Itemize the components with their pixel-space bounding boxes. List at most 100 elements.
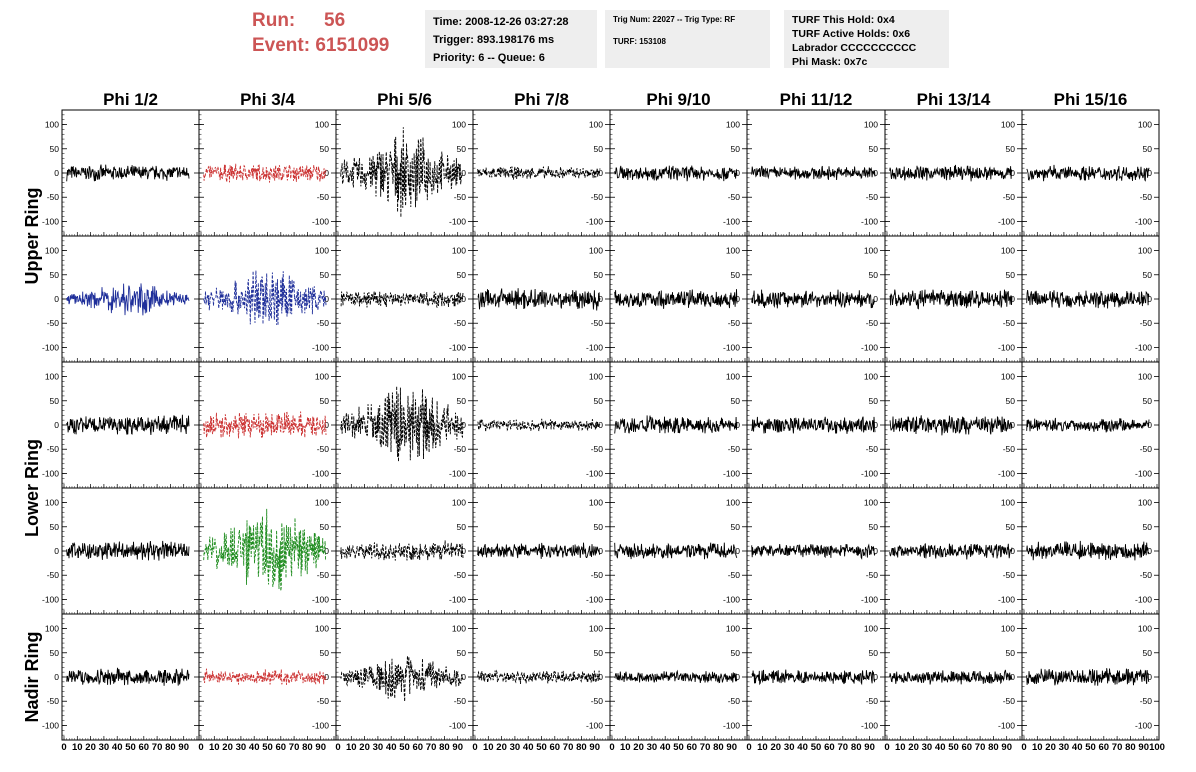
waveform-trace — [889, 543, 1013, 560]
y-tick-label: 50 — [50, 648, 60, 658]
x-tick-label: 80 — [165, 742, 176, 753]
y-tick-label: 50 — [869, 648, 879, 658]
waveform-trace — [751, 669, 876, 686]
waveform-trace — [614, 669, 738, 684]
x-tick-label: 20 — [1045, 742, 1056, 753]
x-tick-label: 70 — [700, 742, 711, 753]
y-tick-label: -100 — [1135, 594, 1152, 604]
x-tick-label: 90 — [1001, 742, 1012, 753]
labrador-text: Labrador CCCCCCCCCC — [792, 42, 917, 54]
trigger-text: Trigger: 893.198176 ms — [433, 34, 555, 46]
y-tick-label: 50 — [1143, 144, 1153, 154]
y-tick-label: 50 — [1143, 648, 1153, 658]
y-tick-label: 0 — [54, 546, 59, 556]
x-tick-label: 0 — [609, 742, 614, 753]
y-tick-label: 0 — [54, 672, 59, 682]
waveform-trace — [66, 667, 190, 686]
x-tick-label: 60 — [824, 742, 835, 753]
y-tick-label: -100 — [998, 468, 1015, 478]
waveform-trace — [1026, 417, 1150, 433]
waveform-trace — [614, 542, 738, 560]
y-tick-label: 50 — [1006, 270, 1016, 280]
waveform-trace — [751, 289, 876, 309]
y-tick-label: 0 — [1147, 546, 1152, 556]
y-tick-label: 100 — [452, 498, 466, 508]
x-tick-label: 90 — [589, 742, 600, 753]
x-tick-label: 20 — [908, 742, 919, 753]
y-tick-label: 0 — [735, 168, 740, 178]
y-tick-label: 50 — [731, 522, 741, 532]
y-tick-label: 50 — [731, 648, 741, 658]
x-tick-label: 80 — [713, 742, 724, 753]
x-tick-label: 0 — [198, 742, 203, 753]
x-tick-label: 80 — [988, 742, 999, 753]
y-tick-label: -50 — [866, 444, 879, 454]
y-tick-label: 0 — [461, 168, 466, 178]
y-tick-label: -50 — [591, 696, 604, 706]
y-tick-label: 0 — [873, 168, 878, 178]
x-tick-label: 50 — [262, 742, 273, 753]
y-tick-label: -50 — [317, 696, 330, 706]
y-tick-label: -50 — [728, 318, 741, 328]
x-tick-label: 60 — [139, 742, 150, 753]
event-label: Event: — [252, 35, 311, 56]
y-tick-label: -100 — [998, 216, 1015, 226]
waveform-trace — [1026, 668, 1150, 686]
run-value: 56 — [324, 10, 346, 31]
waveform-trace — [1026, 164, 1150, 182]
waveform-trace — [477, 669, 601, 685]
x-tick-label: 30 — [784, 742, 795, 753]
y-tick-label: 50 — [1143, 522, 1153, 532]
y-tick-label: 50 — [457, 522, 467, 532]
y-tick-label: 0 — [873, 546, 878, 556]
y-tick-label: 50 — [594, 270, 604, 280]
y-tick-label: 0 — [1147, 294, 1152, 304]
x-tick-label: 80 — [851, 742, 862, 753]
waveform-trace — [203, 411, 327, 439]
y-tick-label: -100 — [449, 342, 466, 352]
y-tick-label: -50 — [591, 570, 604, 580]
y-tick-label: 0 — [735, 294, 740, 304]
y-tick-label: -100 — [1135, 468, 1152, 478]
y-tick-label: -50 — [1140, 696, 1153, 706]
x-tick-label: 30 — [1059, 742, 1070, 753]
y-tick-label: 0 — [598, 672, 603, 682]
x-tick-label: 20 — [222, 742, 233, 753]
waveform-trace — [889, 669, 1013, 685]
y-tick-label: 50 — [869, 144, 879, 154]
y-tick-label: 100 — [1001, 498, 1015, 508]
y-tick-label: 50 — [457, 648, 467, 658]
y-tick-label: 100 — [1001, 246, 1015, 256]
waveform-trace — [203, 270, 327, 326]
waveform-trace — [889, 289, 1013, 310]
y-tick-label: -100 — [42, 594, 59, 604]
x-tick-label: 70 — [1112, 742, 1123, 753]
y-tick-label: -100 — [312, 468, 329, 478]
x-tick-label: 70 — [152, 742, 163, 753]
turf-active-holds: TURF Active Holds: 0x6 — [792, 28, 911, 40]
y-tick-label: 50 — [320, 522, 330, 532]
x-tick-label: 60 — [550, 742, 561, 753]
x-tick-label: 50 — [948, 742, 959, 753]
run-label: Run: — [252, 10, 296, 31]
y-tick-label: -50 — [1140, 444, 1153, 454]
x-tick-label: 60 — [413, 742, 424, 753]
x-tick-label: 10 — [483, 742, 494, 753]
y-tick-label: -50 — [1003, 318, 1016, 328]
x-tick-label: 0 — [335, 742, 340, 753]
x-tick-label: 0 — [746, 742, 751, 753]
y-tick-label: 50 — [731, 396, 741, 406]
x-tick-label: 60 — [276, 742, 287, 753]
x-tick-label: 80 — [576, 742, 587, 753]
y-tick-label: 0 — [598, 294, 603, 304]
x-tick-label: 20 — [771, 742, 782, 753]
time-pane: Time: 2008-12-26 03:27:28 Trigger: 893.1… — [425, 10, 597, 68]
row-label: Upper Ring — [22, 188, 42, 285]
waveform-trace — [340, 540, 464, 561]
x-tick-label: 80 — [302, 742, 313, 753]
x-tick-label: 90 — [178, 742, 189, 753]
y-tick-label: 50 — [320, 270, 330, 280]
x-tick-label: 10 — [209, 742, 220, 753]
waveform-trace — [203, 508, 327, 591]
